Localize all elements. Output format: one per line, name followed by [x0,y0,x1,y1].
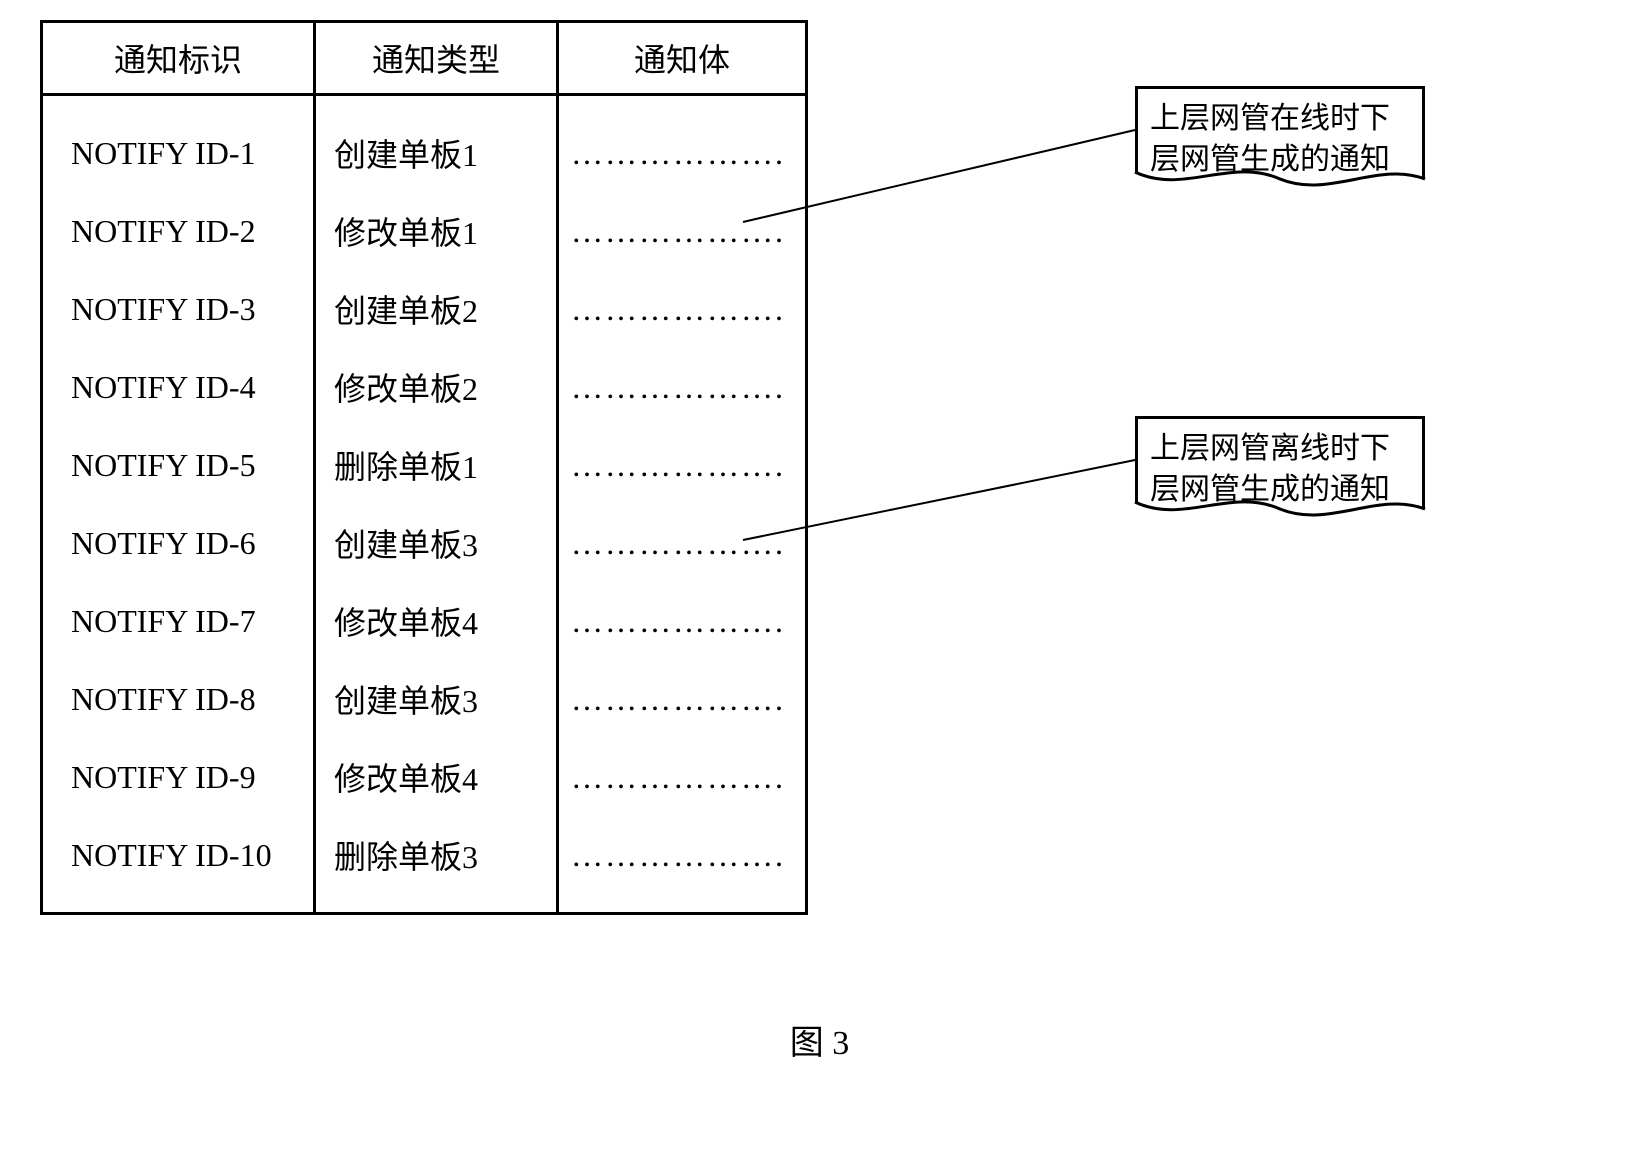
cell-body: ………………. [558,816,807,914]
cell-body: ………………. [558,426,807,504]
cell-type: 创建单板3 [315,660,558,738]
cell-type: 修改单板1 [315,192,558,270]
callout-online-line1: 上层网管在线时下 [1150,102,1390,135]
cell-type: 创建单板1 [315,95,558,193]
table-row: NOTIFY ID-2修改单板1………………. [42,192,807,270]
cell-body: ………………. [558,348,807,426]
cell-id: NOTIFY ID-2 [42,192,315,270]
table-row: NOTIFY ID-6创建单板3………………. [42,504,807,582]
table-row: NOTIFY ID-7修改单板4………………. [42,582,807,660]
cell-body: ………………. [558,504,807,582]
table-row: NOTIFY ID-10删除单板3………………. [42,816,807,914]
cell-type: 修改单板4 [315,738,558,816]
table-row: NOTIFY ID-3创建单板2………………. [42,270,807,348]
cell-type: 删除单板1 [315,426,558,504]
cell-id: NOTIFY ID-5 [42,426,315,504]
cell-id: NOTIFY ID-10 [42,816,315,914]
cell-id: NOTIFY ID-8 [42,660,315,738]
cell-type: 删除单板3 [315,816,558,914]
cell-id: NOTIFY ID-9 [42,738,315,816]
cell-body: ………………. [558,738,807,816]
table-row: NOTIFY ID-5删除单板1………………. [42,426,807,504]
header-body: 通知体 [558,22,807,95]
table-row: NOTIFY ID-9修改单板4………………. [42,738,807,816]
cell-id: NOTIFY ID-7 [42,582,315,660]
figure-label-number: 3 [832,1025,849,1062]
cell-body: ………………. [558,95,807,193]
callout-offline-line1: 上层网管离线时下 [1150,432,1390,465]
cell-body: ………………. [558,192,807,270]
callout-online: 上层网管在线时下 层网管生成的通知 [1135,86,1425,193]
figure-label-prefix: 图 [790,1025,824,1062]
callout-wave-icon [1135,499,1425,523]
callout-wave-icon [1135,169,1425,193]
cell-type: 创建单板2 [315,270,558,348]
cell-id: NOTIFY ID-6 [42,504,315,582]
cell-type: 修改单板2 [315,348,558,426]
cell-id: NOTIFY ID-3 [42,270,315,348]
table-row: NOTIFY ID-4修改单板2………………. [42,348,807,426]
table-header-row: 通知标识 通知类型 通知体 [42,22,807,95]
notification-table-body: NOTIFY ID-1创建单板1………………. NOTIFY ID-2修改单板1… [42,95,807,914]
cell-id: NOTIFY ID-4 [42,348,315,426]
header-type: 通知类型 [315,22,558,95]
cell-body: ………………. [558,582,807,660]
header-id: 通知标识 [42,22,315,95]
table-row: NOTIFY ID-1创建单板1………………. [42,95,807,193]
cell-type: 创建单板3 [315,504,558,582]
figure-label: 图 3 [0,1015,1639,1064]
cell-id: NOTIFY ID-1 [42,95,315,193]
notification-table-container: 通知标识 通知类型 通知体 NOTIFY ID-1创建单板1………………. NO… [40,20,808,915]
cell-body: ………………. [558,660,807,738]
callout-offline: 上层网管离线时下 层网管生成的通知 [1135,416,1425,523]
table-row: NOTIFY ID-8创建单板3………………. [42,660,807,738]
notification-table: 通知标识 通知类型 通知体 NOTIFY ID-1创建单板1………………. NO… [40,20,808,915]
cell-body: ………………. [558,270,807,348]
cell-type: 修改单板4 [315,582,558,660]
